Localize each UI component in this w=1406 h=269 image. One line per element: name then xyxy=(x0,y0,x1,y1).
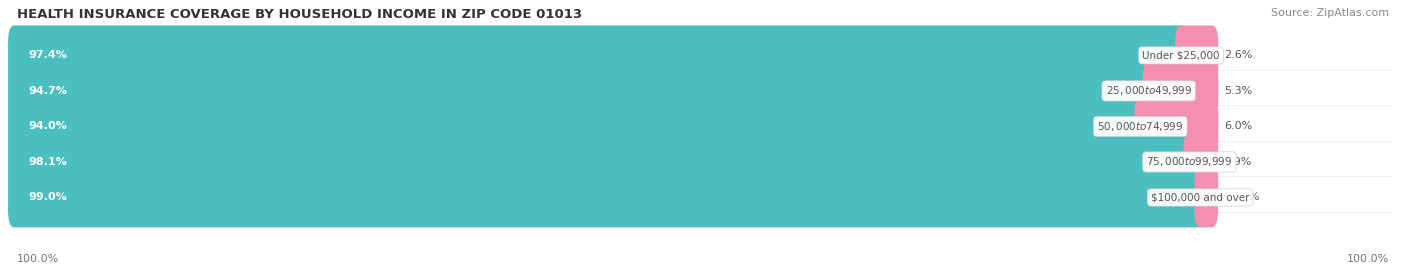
FancyBboxPatch shape xyxy=(8,132,1195,192)
Text: HEALTH INSURANCE COVERAGE BY HOUSEHOLD INCOME IN ZIP CODE 01013: HEALTH INSURANCE COVERAGE BY HOUSEHOLD I… xyxy=(17,8,582,21)
Text: 100.0%: 100.0% xyxy=(1347,254,1389,264)
FancyBboxPatch shape xyxy=(8,26,1187,85)
Text: 94.0%: 94.0% xyxy=(28,121,67,132)
FancyBboxPatch shape xyxy=(1194,168,1218,227)
FancyBboxPatch shape xyxy=(8,97,1146,156)
Text: 98.1%: 98.1% xyxy=(28,157,67,167)
FancyBboxPatch shape xyxy=(8,168,1206,227)
Text: 94.7%: 94.7% xyxy=(28,86,67,96)
Text: 100.0%: 100.0% xyxy=(17,254,59,264)
Text: 99.0%: 99.0% xyxy=(28,193,67,203)
Text: Source: ZipAtlas.com: Source: ZipAtlas.com xyxy=(1271,8,1389,18)
Text: 5.3%: 5.3% xyxy=(1225,86,1253,96)
FancyBboxPatch shape xyxy=(8,26,1218,85)
Text: Under $25,000: Under $25,000 xyxy=(1142,50,1220,60)
Text: $25,000 to $49,999: $25,000 to $49,999 xyxy=(1105,84,1192,97)
Text: $50,000 to $74,999: $50,000 to $74,999 xyxy=(1097,120,1184,133)
FancyBboxPatch shape xyxy=(8,97,1218,156)
FancyBboxPatch shape xyxy=(1175,26,1218,85)
Text: 1.9%: 1.9% xyxy=(1225,157,1253,167)
Text: 0.98%: 0.98% xyxy=(1225,193,1260,203)
Text: 6.0%: 6.0% xyxy=(1225,121,1253,132)
FancyBboxPatch shape xyxy=(8,132,1218,192)
FancyBboxPatch shape xyxy=(1184,132,1218,192)
FancyBboxPatch shape xyxy=(1135,97,1218,156)
Text: 97.4%: 97.4% xyxy=(28,50,67,60)
FancyBboxPatch shape xyxy=(8,168,1218,227)
Text: 2.6%: 2.6% xyxy=(1225,50,1253,60)
FancyBboxPatch shape xyxy=(8,61,1154,121)
FancyBboxPatch shape xyxy=(1143,61,1218,121)
FancyBboxPatch shape xyxy=(8,61,1218,121)
Text: $75,000 to $99,999: $75,000 to $99,999 xyxy=(1146,155,1233,168)
Text: $100,000 and over: $100,000 and over xyxy=(1152,193,1250,203)
